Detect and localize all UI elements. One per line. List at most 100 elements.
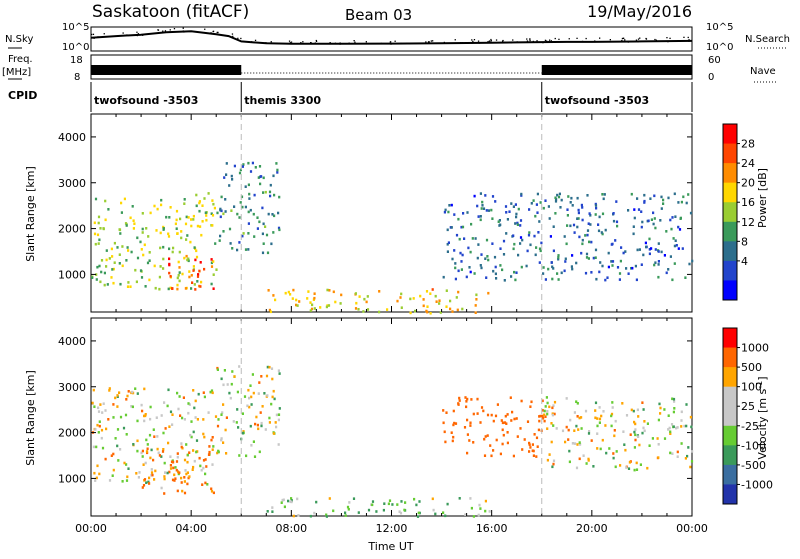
range-gate-cell	[213, 206, 216, 210]
colorbar-tick-label: 28	[741, 138, 755, 151]
range-gate-cell	[98, 472, 101, 476]
range-gate-cell	[168, 470, 171, 474]
range-gate-cell	[460, 260, 463, 263]
range-gate-cell	[167, 287, 170, 291]
range-gate-cell	[253, 235, 256, 238]
range-gate-cell	[129, 285, 132, 288]
range-gate-cell	[216, 366, 219, 370]
range-gate-cell	[347, 508, 350, 511]
range-gate-cell	[576, 402, 579, 405]
range-gate-cell	[684, 276, 687, 279]
range-gate-cell	[573, 411, 576, 414]
range-gate-cell	[144, 413, 147, 416]
noise-ytick-top: 10^5	[62, 22, 89, 33]
range-gate-cell	[210, 258, 213, 261]
range-gate-cell	[477, 215, 480, 218]
noise-dot	[103, 33, 105, 35]
noise-dot	[637, 41, 639, 43]
range-gate-cell	[334, 300, 337, 304]
range-gate-cell	[667, 428, 670, 431]
range-gate-cell	[228, 184, 231, 187]
noise-dot	[550, 40, 552, 42]
range-gate-cell	[247, 183, 250, 187]
range-gate-cell	[580, 251, 583, 255]
range-gate-cell	[691, 450, 694, 453]
range-gate-cell	[112, 267, 115, 271]
range-gate-cell	[175, 468, 178, 472]
range-gate-cell	[220, 209, 223, 213]
range-gate-cell	[101, 446, 105, 450]
range-gate-cell	[499, 247, 502, 250]
range-gate-cell	[311, 303, 314, 307]
range-gate-cell	[183, 202, 186, 205]
range-gate-cell	[484, 257, 487, 260]
range-gate-cell	[452, 409, 455, 413]
range-gate-cell	[290, 499, 293, 502]
noise-dot	[495, 39, 498, 41]
range-gate-cell	[244, 205, 247, 209]
noise-dot	[344, 43, 346, 45]
range-gate-cell	[237, 426, 240, 429]
range-gate-cell	[444, 440, 447, 444]
noise-dot	[639, 37, 641, 39]
noise-dot	[460, 42, 462, 44]
range-gate-cell	[126, 285, 130, 288]
range-gate-cell	[327, 304, 331, 307]
range-gate-cell	[94, 197, 98, 201]
range-gate-cell	[452, 423, 455, 427]
range-gate-cell	[557, 278, 560, 281]
noise-dot	[683, 36, 685, 38]
range-gate-cell	[643, 193, 646, 197]
range-gate-cell	[123, 461, 126, 465]
x-tick-label: 12:00	[376, 522, 408, 535]
range-gate-cell	[596, 417, 599, 420]
range-gate-cell	[538, 419, 541, 423]
range-gate-cell	[363, 297, 366, 301]
range-gate-cell	[175, 209, 179, 213]
range-gate-cell	[418, 500, 421, 503]
range-gate-cell	[143, 243, 146, 247]
range-gate-cell	[450, 226, 453, 229]
range-gate-cell	[576, 196, 579, 200]
range-gate-cell	[180, 442, 183, 445]
range-gate-cell	[249, 170, 253, 173]
range-gate-cell	[613, 434, 616, 438]
range-gate-cell	[467, 246, 470, 250]
range-gate-cell	[399, 511, 403, 515]
range-gate-cell	[587, 459, 590, 462]
range-gate-cell	[274, 421, 277, 424]
range-gate-cell	[545, 396, 548, 399]
range-gate-cell	[367, 508, 371, 512]
range-gate-cell	[256, 216, 259, 219]
range-gate-cell	[468, 266, 471, 269]
range-gate-cell	[241, 412, 244, 415]
range-gate-cell	[581, 218, 584, 222]
range-gate-cell	[92, 388, 95, 392]
range-gate-cell	[611, 260, 615, 263]
range-gate-cell	[520, 192, 523, 196]
range-gate-cell	[125, 259, 128, 262]
range-gate-cell	[167, 388, 170, 392]
range-gate-cell	[195, 255, 199, 259]
range-gate-cell	[104, 199, 107, 203]
range-gate-cell	[672, 425, 675, 428]
range-gate-cell	[178, 266, 181, 269]
range-gate-cell	[195, 450, 198, 454]
range-gate-cell	[262, 176, 265, 180]
range-gate-cell	[319, 306, 322, 309]
range-gate-cell	[576, 415, 579, 418]
range-gate-cell	[177, 470, 180, 474]
range-gate-cell	[183, 198, 186, 201]
noise-dot	[558, 38, 560, 40]
noise-dot	[688, 40, 690, 42]
range-gate-cell	[625, 466, 628, 469]
range-gate-cell	[98, 424, 101, 428]
range-gate-cell	[457, 403, 460, 406]
range-gate-cell	[442, 511, 445, 514]
range-gate-cell	[646, 422, 649, 425]
range-gate-cell	[642, 253, 645, 257]
range-gate-cell	[243, 395, 247, 398]
noise-dot	[193, 31, 195, 33]
range-gate-cell	[277, 369, 280, 372]
